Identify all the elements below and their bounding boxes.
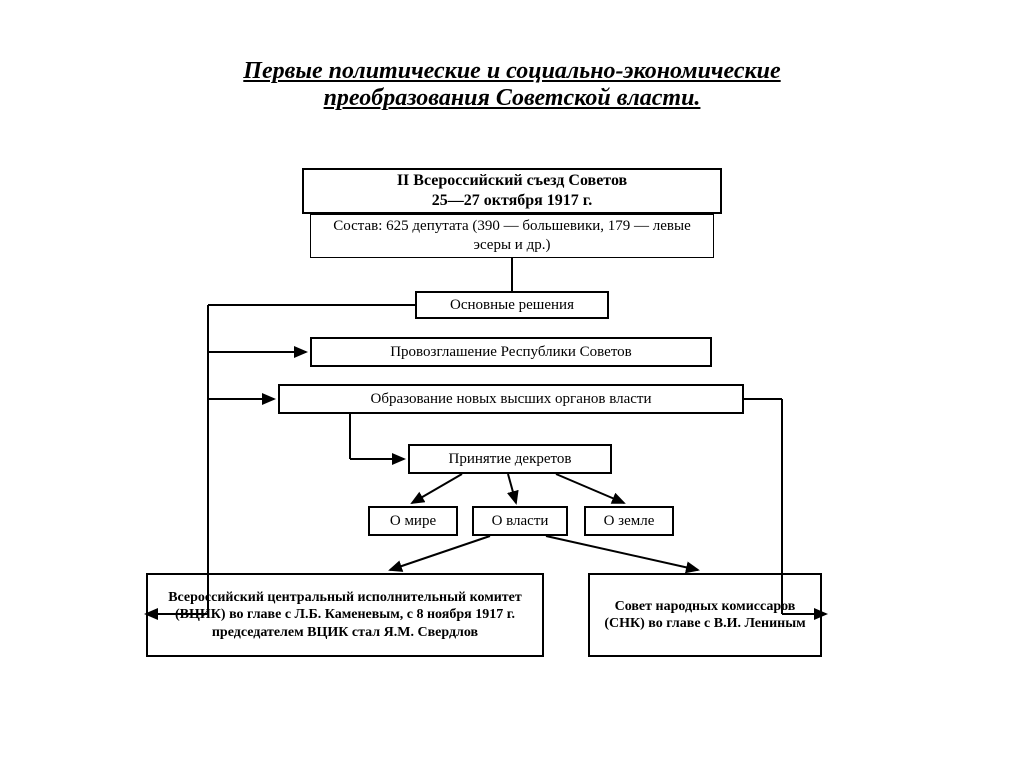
title-line2: преобразования Советской власти. <box>324 85 701 111</box>
title-line1: Первые политические и социально-экономич… <box>243 58 780 84</box>
node-peace: О мире <box>368 506 458 536</box>
node-composition: Состав: 625 депутата (390 — большевики, … <box>310 214 714 258</box>
node-land: О земле <box>584 506 674 536</box>
node-republic: Провозглашение Республики Советов <box>310 337 712 367</box>
node-decisions: Основные решения <box>415 291 609 319</box>
node-power: О власти <box>472 506 568 536</box>
node-vtsik: Всероссийский центральный исполнительный… <box>146 573 544 657</box>
node-snk: Совет народных комиссаров (СНК) во главе… <box>588 573 822 657</box>
node-organs: Образование новых высших органов власти <box>278 384 744 414</box>
node-congress: II Всероссийский съезд Советов 25—27 окт… <box>302 168 722 214</box>
congress-line2: 25—27 октября 1917 г. <box>432 192 593 209</box>
node-decrees: Принятие декретов <box>408 444 612 474</box>
page-title: Первые политические и социально-экономич… <box>0 58 1024 112</box>
congress-line1: II Всероссийский съезд Советов <box>397 172 627 189</box>
